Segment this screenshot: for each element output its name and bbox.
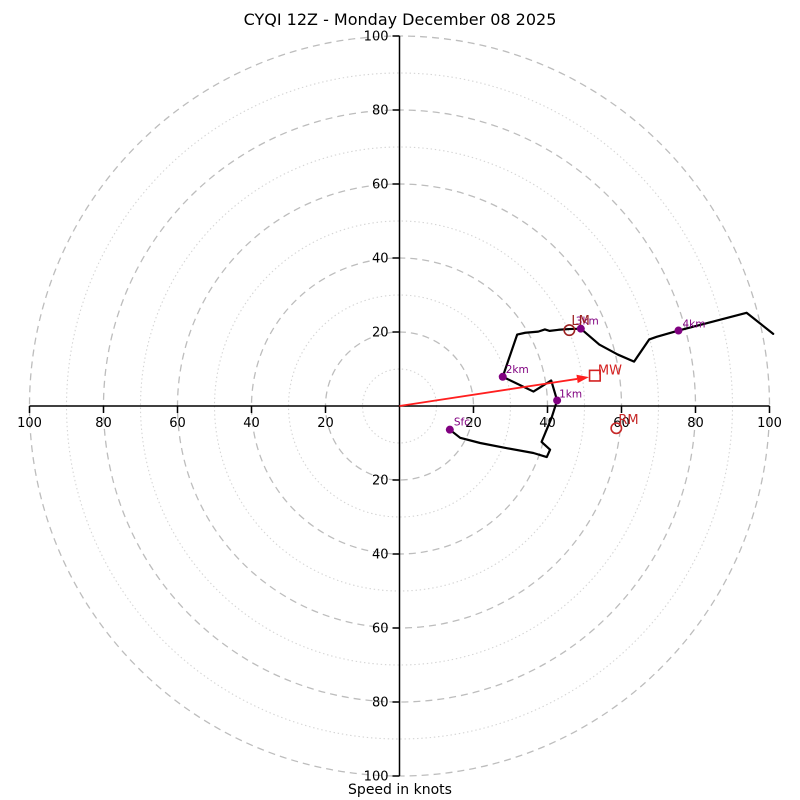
y-tick-label: 40 [372,548,389,563]
x-tick-label: 60 [613,416,630,431]
y-tick-label: 100 [364,770,389,785]
storm-marker-label-lm: LM [571,314,589,329]
height-marker-label-2km: 2km [506,364,529,376]
x-tick-label: 60 [169,416,186,431]
x-tick-label: 80 [95,416,112,431]
y-tick-label: 20 [372,326,389,341]
x-tick-label: 100 [757,416,782,431]
storm-marker-lm [563,324,576,337]
height-marker-dot-1km [553,396,562,405]
storm-marker-rm [610,422,623,435]
y-tick-label: 100 [364,30,389,45]
y-tick-label: 60 [372,622,389,637]
height-marker-label-1km: 1km [559,388,582,400]
x-tick-label: 40 [243,416,260,431]
x-tick-label: 80 [687,416,704,431]
height-marker-label-sfc: Sfc [454,417,470,429]
chart-title: CYQI 12Z - Monday December 08 2025 [243,10,557,29]
mean-wind-arrow-shaft [399,378,578,407]
storm-marker-mw [588,369,601,382]
x-tick-label: 20 [465,416,482,431]
height-marker-dot-3km [576,324,585,333]
height-marker-dot-sfc [445,425,454,434]
height-marker-dot-2km [498,372,507,381]
y-tick-label: 80 [372,104,389,119]
x-axis-label: Speed in knots [348,782,452,798]
x-tick-label: 20 [317,416,334,431]
height-marker-label-3km: 3km [576,316,599,328]
x-tick-label: 100 [17,416,42,431]
y-tick-label: 20 [372,474,389,489]
storm-marker-label-rm: RM [618,413,638,428]
height-marker-dot-4km [674,326,683,335]
storm-marker-label-mw: MW [598,364,622,379]
y-tick-label: 40 [372,252,389,267]
wind-profile-trace [448,311,775,459]
height-marker-label-4km: 4km [682,319,705,331]
y-tick-label: 60 [372,178,389,193]
mean-wind-arrow-head [576,374,589,384]
y-tick-label: 80 [372,696,389,711]
